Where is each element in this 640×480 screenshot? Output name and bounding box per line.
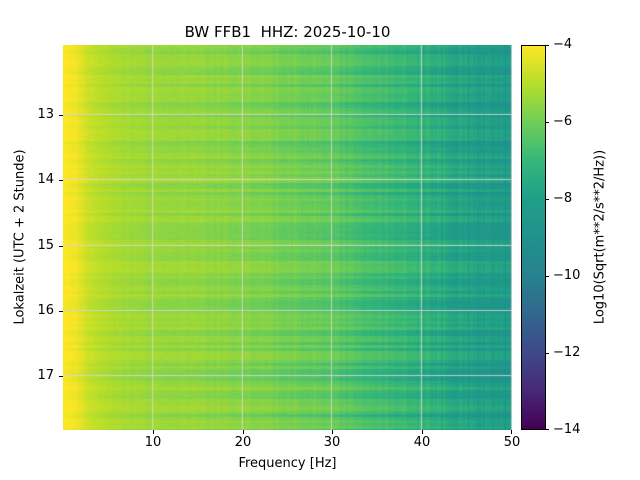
y-tick-mark <box>59 115 63 116</box>
colorbar-tick-mark <box>546 353 549 354</box>
y-tick-label: 13 <box>37 107 54 122</box>
y-tick-mark <box>59 246 63 247</box>
y-tick-mark <box>59 311 63 312</box>
x-axis-label: Frequency [Hz] <box>238 456 337 471</box>
colorbar-tick-label: −10 <box>553 268 581 283</box>
colorbar-tick-label: −6 <box>553 114 573 129</box>
colorbar-tick-label: −8 <box>553 191 573 206</box>
x-tick-mark <box>511 430 512 434</box>
colorbar-tick-mark <box>546 199 549 200</box>
chart-title: BW FFB1 HHZ: 2025-10-10 <box>184 23 391 41</box>
spectrogram-heatmap <box>63 45 512 430</box>
colorbar-tick-label: −14 <box>553 422 581 437</box>
y-tick-mark <box>59 376 63 377</box>
colorbar-tick-mark <box>546 429 549 430</box>
colorbar-tick-label: −12 <box>553 345 581 360</box>
colorbar-label: Log10(Sqrt(m**2/s**2/Hz)) <box>592 149 608 325</box>
x-tick-mark <box>422 430 423 434</box>
x-tick-mark <box>243 430 244 434</box>
colorbar-tick-mark <box>546 276 549 277</box>
x-tick-mark <box>153 430 154 434</box>
y-tick-label: 16 <box>37 303 54 318</box>
colorbar <box>521 45 546 430</box>
x-tick-label: 50 <box>503 435 521 450</box>
colorbar-tick-mark <box>546 45 549 46</box>
x-tick-label: 30 <box>323 435 341 450</box>
x-tick-label: 20 <box>234 435 252 450</box>
y-tick-label: 15 <box>37 238 54 253</box>
y-tick-label: 14 <box>37 172 54 187</box>
x-tick-label: 40 <box>413 435 431 450</box>
x-tick-label: 10 <box>144 435 162 450</box>
y-tick-mark <box>59 180 63 181</box>
y-tick-label: 17 <box>37 368 54 383</box>
plot-area <box>63 45 512 430</box>
x-tick-mark <box>332 430 333 434</box>
colorbar-tick-label: −4 <box>553 37 573 52</box>
colorbar-tick-mark <box>546 122 549 123</box>
